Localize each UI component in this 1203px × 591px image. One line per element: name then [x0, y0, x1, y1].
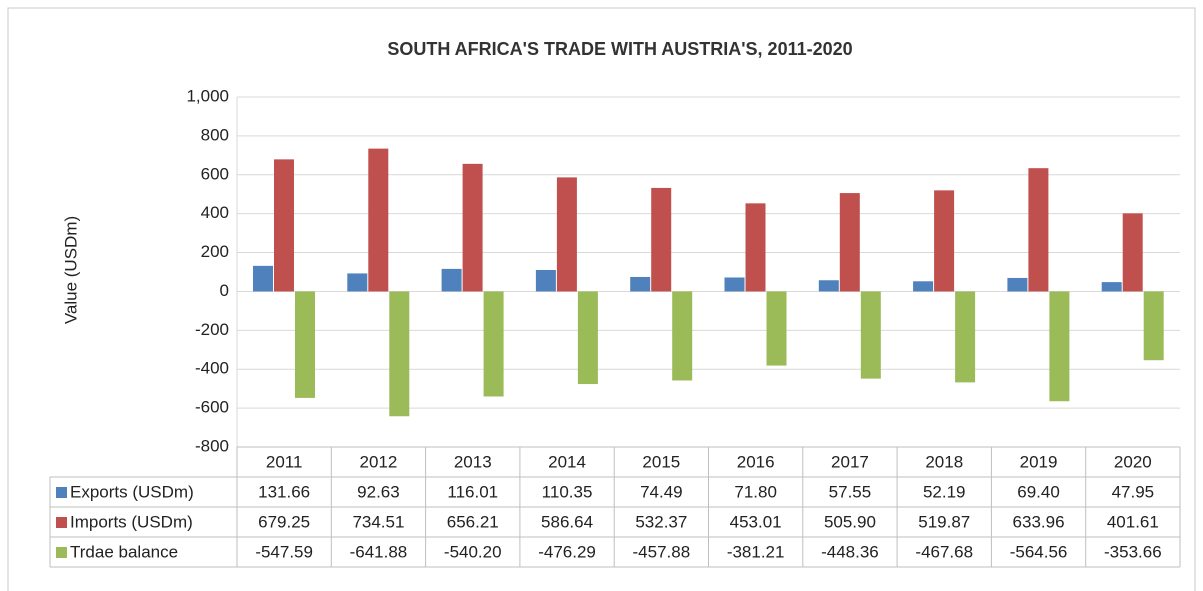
data-label: 453.01	[730, 512, 782, 531]
data-label: -457.88	[633, 542, 691, 561]
bar	[839, 193, 860, 292]
legend-label: Imports (USDm)	[70, 512, 193, 531]
bar	[389, 291, 410, 417]
bar	[577, 291, 598, 385]
data-label: 633.96	[1013, 512, 1065, 531]
bar	[672, 291, 693, 381]
bar	[913, 281, 934, 292]
x-tick-label: 2018	[925, 452, 963, 471]
data-label: -467.68	[915, 542, 973, 561]
y-tick-label: 400	[201, 203, 229, 222]
legend-swatch	[56, 517, 67, 528]
bar	[253, 265, 273, 292]
data-label: 74.49	[640, 482, 683, 501]
bar	[1101, 282, 1122, 292]
bar	[1122, 213, 1143, 292]
bar	[441, 268, 462, 292]
x-tick-label: 2017	[831, 452, 869, 471]
bar	[860, 291, 881, 379]
y-tick-label: 200	[201, 242, 229, 261]
y-tick-label: 600	[201, 164, 229, 183]
y-tick-label: -400	[195, 359, 229, 378]
data-label: -547.59	[255, 542, 313, 561]
data-label: 57.55	[829, 482, 872, 501]
bar	[630, 276, 651, 292]
data-label: 532.37	[635, 512, 687, 531]
y-tick-label: 0	[220, 281, 229, 300]
bar	[955, 291, 976, 383]
data-label: 52.19	[923, 482, 966, 501]
data-label: -641.88	[350, 542, 408, 561]
legend-swatch	[56, 547, 67, 558]
data-label: 92.63	[357, 482, 400, 501]
data-label: 656.21	[447, 512, 499, 531]
bar	[347, 273, 368, 292]
data-label: 69.40	[1017, 482, 1060, 501]
chart-title: SOUTH AFRICA'S TRADE WITH AUSTRIA'S, 201…	[387, 39, 852, 59]
bar	[766, 291, 787, 366]
data-label: 71.80	[734, 482, 777, 501]
data-label: 401.61	[1107, 512, 1159, 531]
data-label: 131.66	[258, 482, 310, 501]
data-label: 586.64	[541, 512, 593, 531]
bar	[462, 163, 483, 292]
y-tick-label: -600	[195, 398, 229, 417]
bar	[535, 269, 556, 292]
y-axis-label: Value (USDm)	[61, 216, 80, 324]
data-label: 116.01	[447, 482, 498, 501]
bar	[483, 291, 504, 397]
x-tick-label: 2014	[548, 452, 586, 471]
bar	[368, 148, 389, 292]
legend-label: Exports (USDm)	[70, 482, 194, 501]
bar	[1007, 277, 1028, 292]
data-label: -564.56	[1010, 542, 1068, 561]
data-label: -476.29	[538, 542, 596, 561]
bar	[274, 159, 294, 292]
data-label: 110.35	[542, 482, 593, 501]
data-label: 734.51	[352, 512, 404, 531]
y-tick-label: -200	[195, 320, 229, 339]
data-label: 519.87	[918, 512, 970, 531]
x-tick-label: 2012	[360, 452, 398, 471]
bar	[556, 177, 577, 292]
data-label: 47.95	[1112, 482, 1155, 501]
data-label: -381.21	[727, 542, 785, 561]
y-tick-label: -800	[195, 436, 229, 455]
x-tick-label: 2015	[642, 452, 680, 471]
bar	[818, 280, 839, 292]
data-label: -353.66	[1104, 542, 1162, 561]
x-tick-label: 2020	[1114, 452, 1152, 471]
bar	[724, 277, 745, 292]
bar	[745, 203, 766, 292]
bar	[1028, 168, 1049, 292]
chart-border	[7, 7, 1196, 591]
x-tick-label: 2019	[1020, 452, 1058, 471]
data-label: -540.20	[444, 542, 502, 561]
data-label: -448.36	[821, 542, 879, 561]
bar	[934, 190, 955, 292]
bar	[1143, 291, 1164, 361]
legend-swatch	[56, 487, 67, 498]
x-tick-label: 2011	[266, 452, 303, 471]
data-label: 505.90	[824, 512, 876, 531]
x-tick-label: 2013	[454, 452, 492, 471]
data-label: 679.25	[258, 512, 310, 531]
y-tick-label: 1,000	[186, 86, 229, 105]
bar	[295, 291, 315, 398]
y-tick-label: 800	[201, 125, 229, 144]
legend-label: Trdae balance	[70, 542, 178, 561]
bar	[651, 187, 672, 292]
bar	[1049, 291, 1070, 402]
x-tick-label: 2016	[737, 452, 775, 471]
